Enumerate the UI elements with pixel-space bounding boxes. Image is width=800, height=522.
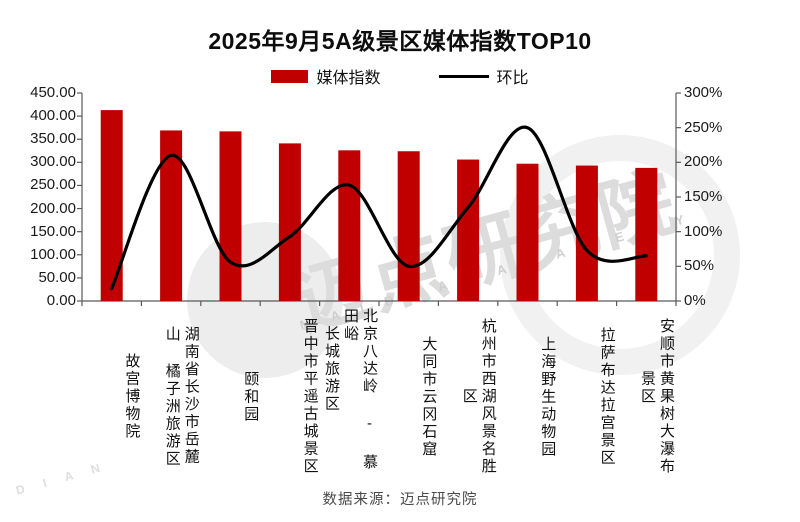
left-axis-tick-label: 200.00 bbox=[30, 199, 76, 217]
x-axis-label-9: 安顺市黄果树大瀑布 景区 bbox=[638, 318, 675, 476]
bar-4 bbox=[338, 150, 361, 301]
right-axis-tick-label: 0% bbox=[684, 292, 706, 309]
legend-item-mom: 环比 bbox=[438, 64, 529, 88]
line-swatch-icon bbox=[438, 74, 489, 78]
bar-6 bbox=[457, 159, 480, 301]
x-axis-label-7: 上海野生动物园 bbox=[539, 335, 557, 459]
left-axis-tick-label: 150.00 bbox=[30, 222, 76, 240]
right-axis-tick-label: 300% bbox=[684, 84, 723, 101]
bar-1 bbox=[160, 130, 183, 301]
left-axis-tick-label: 0.00 bbox=[46, 292, 76, 309]
mom-line bbox=[110, 125, 648, 291]
left-axis-tick-label: 400.00 bbox=[30, 107, 76, 125]
left-axis-tick-label: 250.00 bbox=[30, 176, 76, 194]
left-axis-tick-label: 100.00 bbox=[30, 245, 76, 263]
right-axis-tick-label: 50% bbox=[684, 257, 715, 275]
legend-item-media-index: 媒体指数 bbox=[271, 64, 381, 88]
bar-9 bbox=[635, 167, 658, 301]
right-axis-tick-label: 150% bbox=[684, 188, 723, 205]
x-axis-label-0: 故宫博物院 bbox=[123, 353, 141, 441]
x-axis-label-2: 颐和园 bbox=[242, 370, 260, 424]
right-axis-tick-label: 200% bbox=[684, 153, 723, 171]
bar-2 bbox=[219, 131, 242, 301]
bar-3 bbox=[278, 143, 301, 301]
data-source: 数据来源：迈点研究院 bbox=[322, 492, 478, 508]
left-axis-tick-label: 350.00 bbox=[30, 130, 76, 148]
right-axis-tick-label: 100% bbox=[684, 222, 723, 240]
right-axis-tick-label: 250% bbox=[684, 118, 723, 136]
bar-8 bbox=[575, 165, 598, 301]
x-axis-label-8: 拉萨布达拉宫景区 bbox=[598, 327, 616, 467]
left-axis-tick-label: 450.00 bbox=[30, 84, 76, 101]
left-axis-tick-label: 50.00 bbox=[38, 268, 76, 286]
x-axis-label-4: 北京八达岭 - 慕田峪 长城旅游区 bbox=[322, 308, 378, 472]
x-axis-label-6: 杭州市西湖风景名胜 区 bbox=[460, 318, 497, 476]
chart-title: 2025年9月5A级景区媒体指数TOP10 bbox=[208, 28, 592, 54]
legend: 媒体指数 环比 bbox=[0, 64, 800, 88]
bar-5 bbox=[397, 151, 420, 301]
legend-line-label: 环比 bbox=[496, 70, 529, 87]
left-axis-tick-label: 300.00 bbox=[30, 153, 76, 171]
x-axis-label-3: 晋中市平遥古城景区 bbox=[301, 318, 319, 476]
x-axis-label-1: 湖南省长沙市岳麓 山 橘子洲旅游区 bbox=[163, 326, 200, 468]
x-axis-label-5: 大同市云冈石窟 bbox=[420, 335, 438, 459]
bar-0 bbox=[100, 110, 123, 301]
bar-swatch-icon bbox=[271, 69, 309, 83]
legend-bar-label: 媒体指数 bbox=[316, 70, 381, 87]
bar-7 bbox=[516, 163, 539, 301]
